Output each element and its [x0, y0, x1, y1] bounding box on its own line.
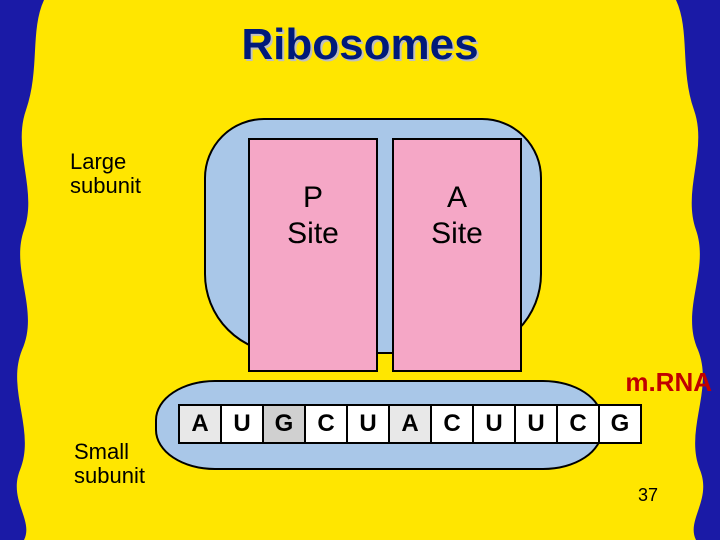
mrna-label: m.RNA [625, 368, 712, 397]
codon-cell: U [514, 404, 558, 444]
codon-cell: G [262, 404, 306, 444]
codon-cell: A [388, 404, 432, 444]
codon-cell: G [598, 404, 642, 444]
slide-title: Ribosomes [0, 20, 720, 70]
codon-cell: U [220, 404, 264, 444]
decorative-edge-left [0, 0, 44, 540]
large-subunit-label: Large subunit [70, 150, 141, 198]
small-subunit-label: Small subunit [74, 440, 145, 488]
decorative-edge-right [676, 0, 720, 540]
codon-cell: C [430, 404, 474, 444]
codon-cell: C [304, 404, 348, 444]
codon-cell: C [556, 404, 600, 444]
slide-number: 37 [638, 485, 658, 506]
codon-strip: AUGCUACUUCG [180, 404, 642, 444]
a-site: A Site [392, 138, 522, 372]
codon-cell: U [346, 404, 390, 444]
p-site: P Site [248, 138, 378, 372]
p-site-label: P Site [250, 180, 376, 252]
codon-cell: A [178, 404, 222, 444]
codon-cell: U [472, 404, 516, 444]
a-site-label: A Site [394, 180, 520, 252]
